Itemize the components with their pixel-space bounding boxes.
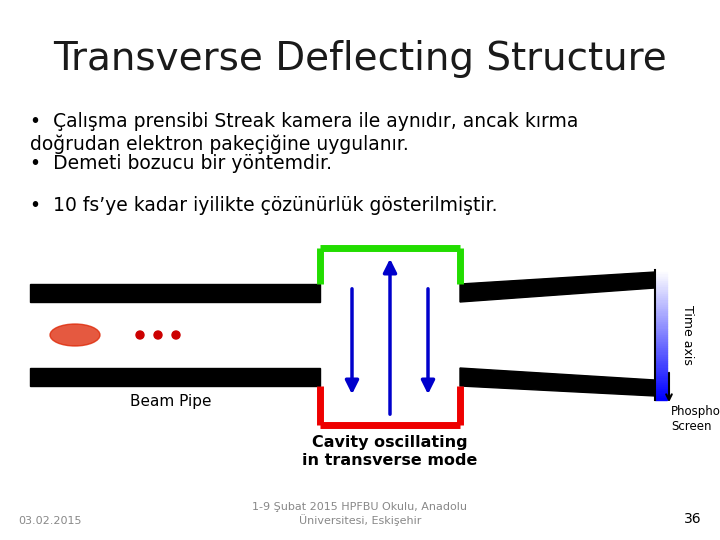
Ellipse shape: [50, 324, 100, 346]
Bar: [655, 348, 667, 350]
Text: Beam Pipe: Beam Pipe: [130, 394, 212, 409]
Bar: [655, 376, 667, 379]
Bar: [655, 328, 667, 330]
Bar: [655, 350, 667, 352]
Bar: [655, 370, 667, 372]
Text: 36: 36: [685, 512, 702, 526]
Bar: [655, 333, 667, 335]
Bar: [655, 372, 667, 374]
Text: in transverse mode: in transverse mode: [302, 453, 477, 468]
Bar: [655, 361, 667, 363]
Polygon shape: [30, 284, 320, 302]
Bar: [655, 272, 667, 274]
Bar: [655, 279, 667, 281]
Text: Phosphor
Screen: Phosphor Screen: [671, 405, 720, 433]
Bar: [655, 307, 667, 309]
Bar: [655, 363, 667, 366]
Bar: [655, 385, 667, 387]
Polygon shape: [460, 368, 655, 396]
Text: •  Çalışma prensibi Streak kamera ile aynıdır, ancak kırma
doğrudan elektron pak: • Çalışma prensibi Streak kamera ile ayn…: [30, 112, 578, 153]
Bar: [655, 396, 667, 398]
Bar: [655, 383, 667, 385]
Bar: [655, 339, 667, 341]
Bar: [655, 381, 667, 383]
Bar: [655, 311, 667, 313]
Bar: [655, 302, 667, 305]
Bar: [655, 379, 667, 381]
Bar: [655, 359, 667, 361]
Bar: [655, 320, 667, 322]
Bar: [655, 330, 667, 333]
Bar: [655, 398, 667, 400]
Bar: [655, 300, 667, 302]
Bar: [655, 296, 667, 298]
Bar: [655, 389, 667, 392]
Bar: [655, 337, 667, 339]
Polygon shape: [30, 368, 320, 386]
Bar: [655, 392, 667, 394]
Text: 1-9 Şubat 2015 HPFBU Okulu, Anadolu
Üniversitesi, Eskişehir: 1-9 Şubat 2015 HPFBU Okulu, Anadolu Üniv…: [253, 502, 467, 526]
Bar: [655, 283, 667, 285]
Text: •  Demeti bozucu bir yöntemdir.: • Demeti bozucu bir yöntemdir.: [30, 154, 332, 173]
Bar: [655, 274, 667, 276]
Bar: [655, 356, 667, 359]
Bar: [655, 315, 667, 318]
Bar: [655, 305, 667, 307]
Bar: [655, 285, 667, 287]
Bar: [655, 270, 667, 272]
Bar: [655, 324, 667, 326]
Bar: [655, 276, 667, 279]
Ellipse shape: [154, 331, 162, 339]
Text: Cavity oscillating: Cavity oscillating: [312, 435, 468, 450]
Bar: [655, 341, 667, 343]
Bar: [655, 289, 667, 292]
Bar: [655, 335, 667, 337]
Bar: [655, 294, 667, 296]
Bar: [655, 374, 667, 376]
Text: Transverse Deflecting Structure: Transverse Deflecting Structure: [53, 40, 667, 78]
Bar: [655, 318, 667, 320]
Ellipse shape: [172, 331, 180, 339]
Bar: [655, 352, 667, 354]
Text: •  10 fs’ye kadar iyilikte çözünürlük gösterilmiştir.: • 10 fs’ye kadar iyilikte çözünürlük gös…: [30, 196, 498, 215]
Polygon shape: [460, 272, 655, 302]
Ellipse shape: [136, 331, 144, 339]
Bar: [655, 354, 667, 356]
Bar: [655, 292, 667, 294]
Bar: [655, 313, 667, 315]
Text: 03.02.2015: 03.02.2015: [18, 516, 81, 526]
Bar: [655, 387, 667, 389]
Bar: [655, 281, 667, 283]
Text: Time axis: Time axis: [680, 305, 693, 365]
Bar: [655, 326, 667, 328]
Bar: [655, 346, 667, 348]
Bar: [655, 394, 667, 396]
Bar: [655, 322, 667, 324]
Bar: [655, 287, 667, 289]
Bar: [655, 309, 667, 311]
Bar: [655, 368, 667, 370]
Bar: [655, 366, 667, 368]
Bar: [655, 343, 667, 346]
Bar: [655, 298, 667, 300]
